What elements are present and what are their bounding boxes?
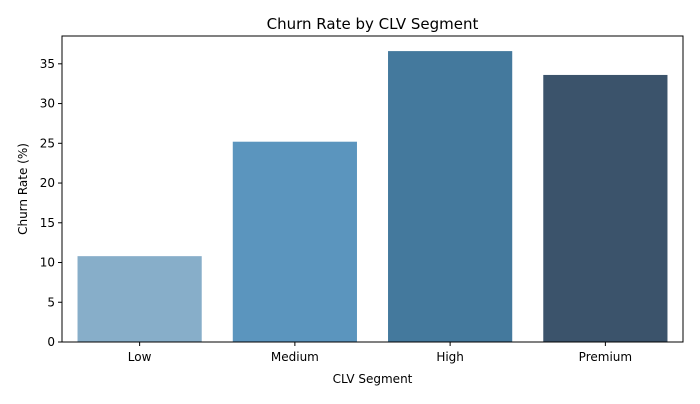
y-tick-label: 20 [40, 176, 55, 190]
y-tick-label: 10 [40, 256, 55, 270]
bar-premium [543, 74, 668, 342]
x-tick-label: High [436, 350, 464, 364]
y-tick-label: 35 [40, 57, 55, 71]
chart-title: Churn Rate by CLV Segment [267, 15, 479, 33]
bars-layer [77, 51, 668, 343]
y-axis: 0 5 10 15 20 25 30 35 [40, 57, 62, 349]
plot-frame [61, 35, 684, 343]
x-axis: Low Medium High Premium [128, 342, 632, 364]
bar-low [77, 256, 202, 342]
y-tick-label: 30 [40, 97, 55, 111]
bar-medium [232, 141, 357, 342]
y-tick-label: 25 [40, 136, 55, 150]
y-tick-label: 0 [47, 335, 55, 349]
y-axis-label: Churn Rate (%) [16, 143, 30, 235]
x-tick-label: Low [128, 350, 152, 364]
x-tick-label: Premium [579, 350, 632, 364]
bar-high [388, 51, 513, 343]
y-tick-label: 15 [40, 216, 55, 230]
x-axis-label: CLV Segment [333, 372, 413, 386]
y-tick-label: 5 [47, 295, 55, 309]
x-tick-label: Medium [271, 350, 319, 364]
